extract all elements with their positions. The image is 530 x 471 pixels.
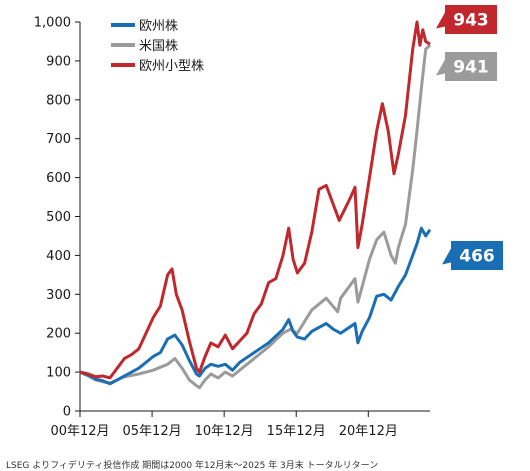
y-axis-ticks: 0 100 200 300 400 500 600 700 800 900 1,000 [34,16,80,420]
callout-pointer [436,59,445,76]
callout-value: 941 [453,58,489,78]
callout-box [445,52,497,81]
y-tick-label: 100 [46,366,71,381]
series-line-1 [79,43,432,390]
series-line-0 [79,226,432,386]
legend-label: 欧州株 [139,19,178,34]
callout-pointer [442,248,451,265]
end-value-callouts: 943 941 466 [436,5,503,270]
y-tick-label: 700 [46,132,71,147]
x-tick-label: 20年12月 [339,424,398,439]
y-tick-label: 600 [46,171,71,186]
legend-label: 欧州小型株 [139,59,204,74]
x-axis-ticks: 00年12月 05年12月 10年12月 15年12月 20年12月 [50,411,398,439]
y-tick-label: 1,000 [34,16,71,31]
y-tick-label: 800 [46,93,71,108]
source-note: LSEG よりフィデリティ投信作成 期間は2000 年12月末～2025 年 3… [6,461,379,471]
y-tick-label: 500 [46,210,71,225]
y-tick-label: 300 [46,288,71,303]
x-tick-label: 00年12月 [50,424,109,439]
y-tick-label: 400 [46,249,71,264]
callout-box [445,5,497,34]
x-tick-label: 15年12月 [267,424,326,439]
series-lines [79,20,432,390]
series-line-2 [79,20,431,380]
callout-value: 466 [459,247,495,267]
callout-value: 943 [453,11,489,31]
y-tick-label: 900 [46,54,71,69]
legend-label: 米国株 [139,39,178,54]
callout-box [451,241,503,270]
callout-pointer [436,12,445,29]
x-tick-label: 05年12月 [123,424,182,439]
x-tick-label: 10年12月 [195,424,254,439]
y-tick-label: 200 [46,327,71,342]
y-tick-label: 0 [63,405,71,420]
